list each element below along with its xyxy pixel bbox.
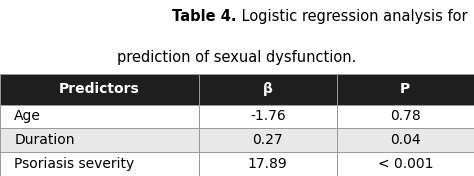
Text: -1.76: -1.76	[250, 109, 286, 123]
Bar	[337, 105, 474, 128]
Text: 0.78: 0.78	[390, 109, 420, 123]
Text: Age: Age	[14, 109, 41, 123]
Bar	[199, 128, 337, 152]
Text: Psoriasis severity: Psoriasis severity	[14, 157, 135, 171]
Text: Duration: Duration	[14, 133, 75, 147]
Bar	[0, 74, 199, 105]
Text: 0.04: 0.04	[390, 133, 420, 147]
Bar	[337, 74, 474, 105]
Bar	[0, 128, 199, 152]
Bar	[337, 128, 474, 152]
Text: 0.27: 0.27	[253, 133, 283, 147]
Text: Table 4.: Table 4.	[173, 9, 237, 24]
Bar	[199, 105, 337, 128]
Bar	[0, 152, 199, 176]
Bar	[0, 105, 199, 128]
Text: β: β	[263, 82, 273, 96]
Bar	[337, 152, 474, 176]
Text: P: P	[400, 82, 410, 96]
Text: Logistic regression analysis for: Logistic regression analysis for	[237, 9, 468, 24]
Text: 17.89: 17.89	[248, 157, 288, 171]
Bar	[199, 74, 337, 105]
Text: < 0.001: < 0.001	[377, 157, 433, 171]
Bar	[199, 152, 337, 176]
Text: Predictors: Predictors	[59, 82, 140, 96]
Text: prediction of sexual dysfunction.: prediction of sexual dysfunction.	[117, 50, 357, 65]
